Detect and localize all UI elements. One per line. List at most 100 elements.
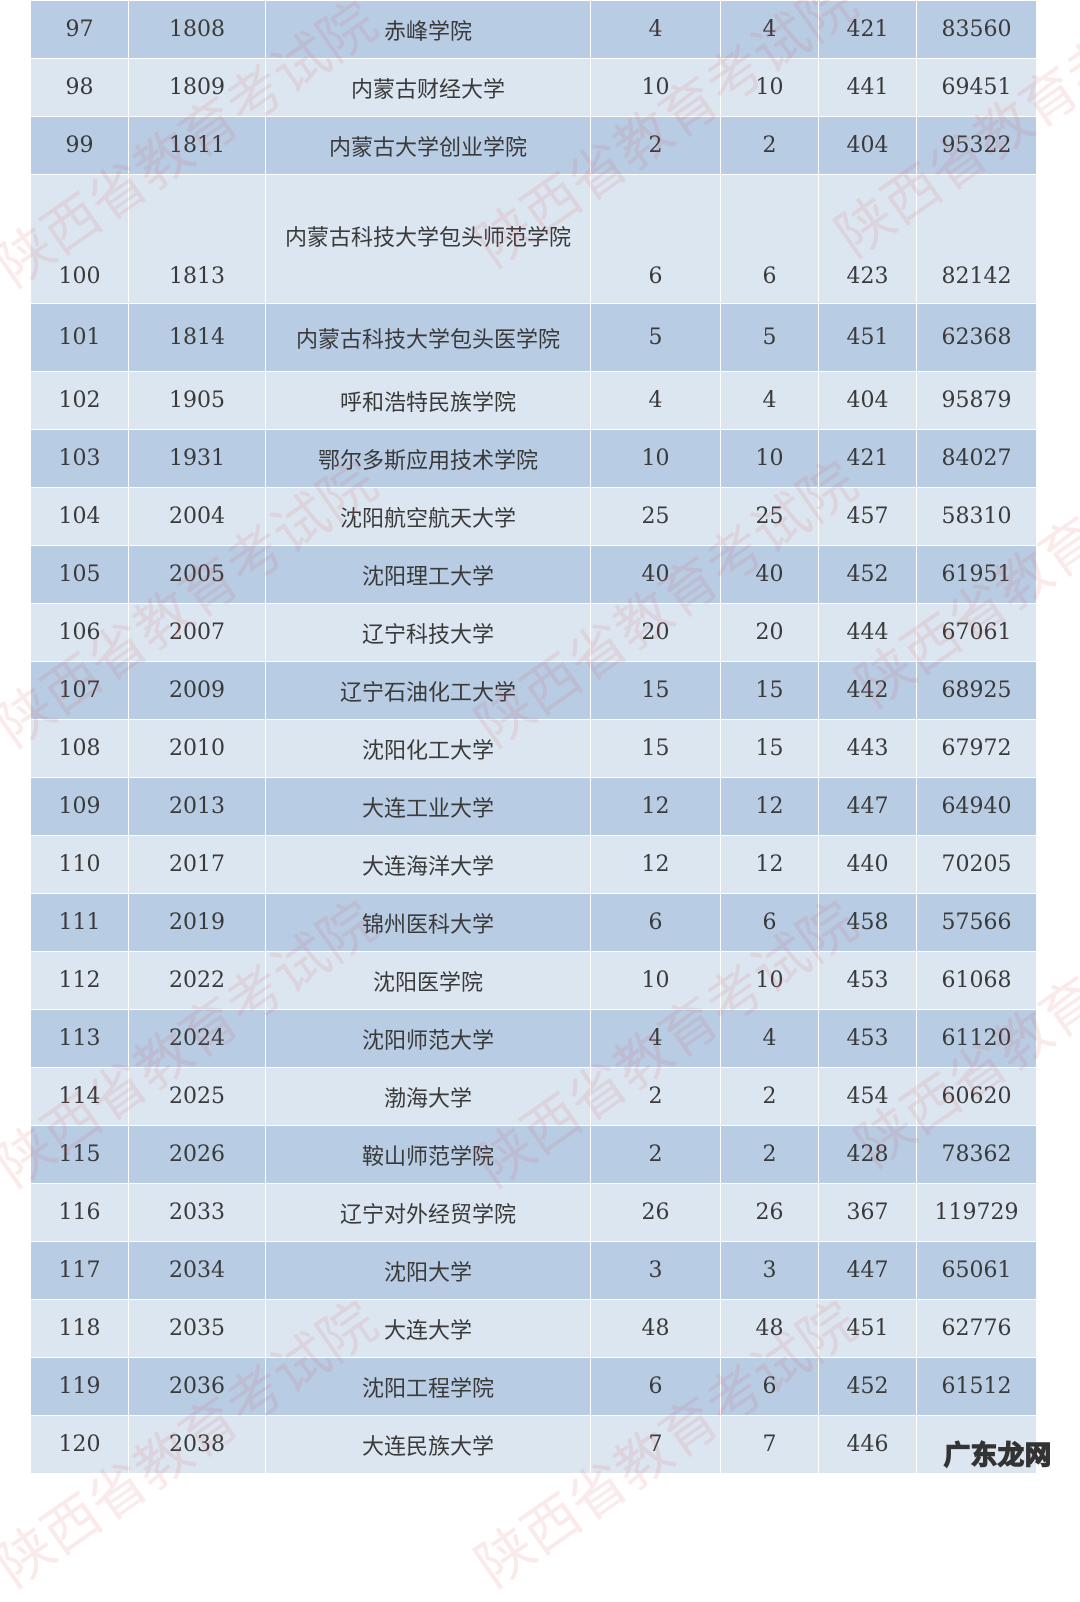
cell-plan: 4 [590,371,721,430]
cell-filed: 2 [720,1125,819,1184]
cell-rank: 67972 [916,719,1037,778]
cell-plan: 12 [590,835,721,894]
table-row: 105 2005 沈阳理工大学 40 40 452 61951 [30,545,1037,604]
cell-score: 367 [818,1183,917,1242]
cell-rank: 83560 [916,0,1037,59]
cell-score: 421 [818,0,917,59]
cell-code: 2025 [128,1067,266,1126]
cell-seq: 109 [30,777,129,836]
cell-filed: 4 [720,371,819,430]
cell-rank: 62776 [916,1299,1037,1358]
cell-filed: 2 [720,1067,819,1126]
cell-score: 453 [818,951,917,1010]
table-row: 109 2013 大连工业大学 12 12 447 64940 [30,777,1037,836]
cell-code: 2024 [128,1009,266,1068]
cell-seq: 108 [30,719,129,778]
table-row: 99 1811 内蒙古大学创业学院 2 2 404 95322 [30,116,1037,175]
table-row: 106 2007 辽宁科技大学 20 20 444 67061 [30,603,1037,662]
cell-score: 457 [818,487,917,546]
table-row: 112 2022 沈阳医学院 10 10 453 61068 [30,951,1037,1010]
cell-name: 沈阳航空航天大学 [265,487,591,546]
table-row: 120 2038 大连民族大学 7 7 446 [30,1415,1037,1474]
cell-seq: 113 [30,1009,129,1068]
cell-seq: 101 [30,303,129,372]
cell-name: 沈阳大学 [265,1241,591,1300]
cell-plan: 10 [590,58,721,117]
cell-score: 443 [818,719,917,778]
cell-score: 442 [818,661,917,720]
corner-logo: 广东龙网 [943,1440,1052,1472]
cell-code: 2010 [128,719,266,778]
cell-plan: 2 [590,1067,721,1126]
cell-plan: 7 [590,1415,721,1474]
cell-score: 453 [818,1009,917,1068]
table-row: 117 2034 沈阳大学 3 3 447 65061 [30,1241,1037,1300]
cell-score: 451 [818,303,917,372]
cell-plan: 6 [590,174,721,304]
cell-score: 447 [818,777,917,836]
cell-name: 辽宁石油化工大学 [265,661,591,720]
cell-score: 444 [818,603,917,662]
cell-filed: 3 [720,1241,819,1300]
cell-filed: 20 [720,603,819,662]
cell-seq: 116 [30,1183,129,1242]
cell-plan: 6 [590,1357,721,1416]
table-row: 101 1814 内蒙古科技大学包头医学院 5 5 451 62368 [30,303,1037,372]
cell-code: 2019 [128,893,266,952]
table-row: 119 2036 沈阳工程学院 6 6 452 61512 [30,1357,1037,1416]
table-row: 113 2024 沈阳师范大学 4 4 453 61120 [30,1009,1037,1068]
cell-code: 1814 [128,303,266,372]
cell-filed: 2 [720,116,819,175]
cell-rank: 84027 [916,429,1037,488]
cell-plan: 15 [590,661,721,720]
cell-rank: 95879 [916,371,1037,430]
cell-name: 内蒙古科技大学包头医学院 [265,303,591,372]
cell-score: 452 [818,545,917,604]
cell-rank: 82142 [916,174,1037,304]
cell-rank: 69451 [916,58,1037,117]
cell-seq: 103 [30,429,129,488]
cell-filed: 40 [720,545,819,604]
cell-seq: 105 [30,545,129,604]
table-row: 100 1813 内蒙古科技大学包头师范学院 6 6 423 82142 [30,174,1037,304]
cell-code: 1811 [128,116,266,175]
cell-code: 2036 [128,1357,266,1416]
cell-code: 2034 [128,1241,266,1300]
cell-plan: 2 [590,116,721,175]
cell-filed: 4 [720,1009,819,1068]
cell-plan: 40 [590,545,721,604]
cell-filed: 26 [720,1183,819,1242]
cell-score: 428 [818,1125,917,1184]
cell-score: 423 [818,174,917,304]
cell-rank: 60620 [916,1067,1037,1126]
cell-filed: 12 [720,835,819,894]
cell-filed: 25 [720,487,819,546]
cell-name: 锦州医科大学 [265,893,591,952]
cell-name: 大连民族大学 [265,1415,591,1474]
cell-rank: 62368 [916,303,1037,372]
cell-code: 2026 [128,1125,266,1184]
cell-seq: 102 [30,371,129,430]
cell-name: 渤海大学 [265,1067,591,1126]
cell-plan: 20 [590,603,721,662]
cell-filed: 12 [720,777,819,836]
cell-filed: 6 [720,174,819,304]
cell-name: 内蒙古科技大学包头师范学院 [265,174,591,304]
cell-score: 447 [818,1241,917,1300]
cell-code: 1809 [128,58,266,117]
cell-score: 440 [818,835,917,894]
cell-plan: 4 [590,1009,721,1068]
cell-score: 404 [818,371,917,430]
cell-name: 沈阳理工大学 [265,545,591,604]
cell-seq: 112 [30,951,129,1010]
cell-seq: 114 [30,1067,129,1126]
cell-seq: 120 [30,1415,129,1474]
table-row: 110 2017 大连海洋大学 12 12 440 70205 [30,835,1037,894]
cell-plan: 10 [590,429,721,488]
cell-seq: 117 [30,1241,129,1300]
cell-score: 404 [818,116,917,175]
cell-rank [916,1415,1037,1474]
cell-seq: 106 [30,603,129,662]
cell-plan: 26 [590,1183,721,1242]
cell-rank: 58310 [916,487,1037,546]
